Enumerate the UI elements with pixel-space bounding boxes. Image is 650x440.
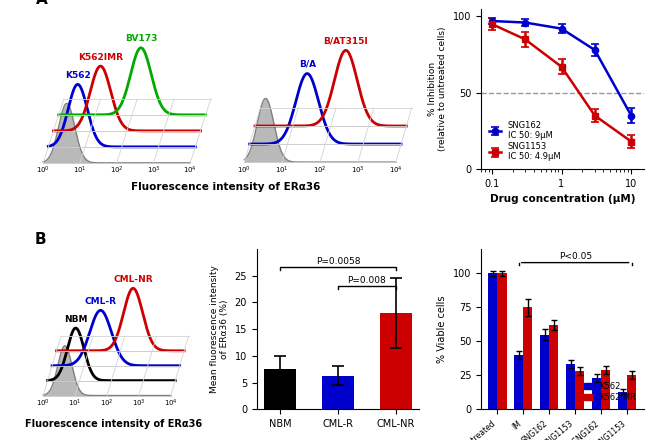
Bar [540,334,549,409]
Text: P<0.05: P<0.05 [558,252,592,260]
Text: P=0.008: P=0.008 [348,276,386,285]
Bar [575,371,584,409]
Text: P=0.0058: P=0.0058 [316,257,360,266]
Legend: SNG162
IC 50: 9μM, SNG1153
IC 50: 4.9μM: SNG162 IC 50: 9μM, SNG1153 IC 50: 4.9μM [485,117,564,165]
Y-axis label: % Viable cells: % Viable cells [437,295,447,363]
Bar [488,274,497,409]
Bar [264,369,296,409]
Bar [627,375,636,409]
Legend: K562, K562IMR: K562, K562IMR [580,379,640,405]
Bar [592,378,601,409]
Text: C: C [441,0,452,2]
X-axis label: Drug concentration (μM): Drug concentration (μM) [489,194,635,204]
Text: Fluorescence intensity of ERα36: Fluorescence intensity of ERα36 [131,182,320,192]
Bar [523,308,532,409]
Bar [514,355,523,409]
Text: B: B [34,232,46,247]
Bar [618,392,627,409]
Bar [549,325,558,409]
Bar [601,370,610,409]
Bar [566,364,575,409]
Text: Fluorescence intensity of ERα36: Fluorescence intensity of ERα36 [25,419,202,429]
Bar [380,313,412,409]
Bar [497,274,506,409]
Y-axis label: Mean fluorescence intensity
of ERα36 (%): Mean fluorescence intensity of ERα36 (%) [209,265,229,393]
Y-axis label: % Inhibition
(relative to untreated cells): % Inhibition (relative to untreated cell… [428,27,447,151]
Bar [322,376,354,409]
Text: A: A [36,0,48,7]
